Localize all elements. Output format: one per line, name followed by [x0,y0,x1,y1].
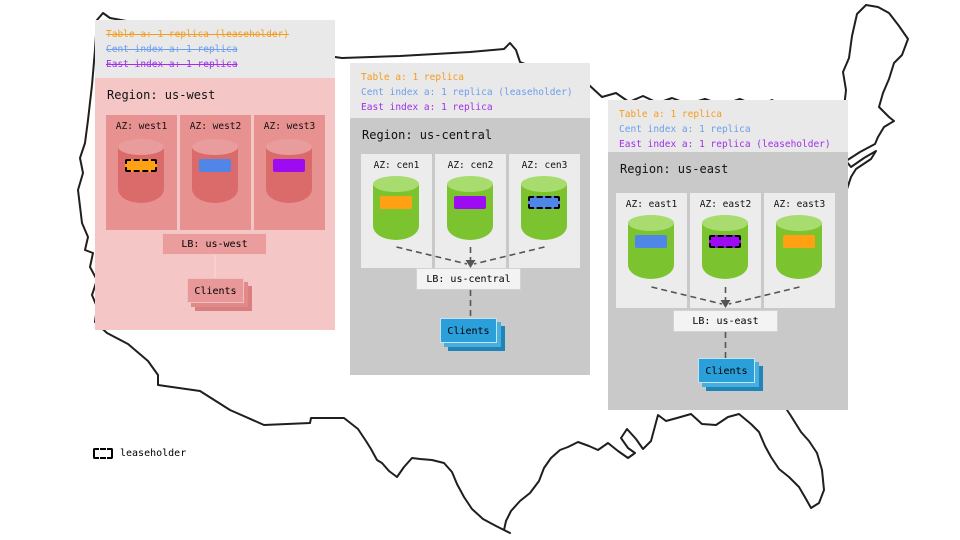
az-box-east1: AZ: east1 [616,193,687,308]
cylinder-top [373,176,419,192]
clients-box-us-east: Clients [698,358,755,383]
az-box-west1: AZ: west1 [106,115,177,230]
annotation-box-us-central: Table a: 1 replica Cent index a: 1 repli… [350,63,590,118]
replica-block [454,196,486,209]
cylinder-body [192,147,238,203]
replica-block [709,235,741,248]
annotation-line: Cent index a: 1 replica [619,124,751,135]
replica-block [635,235,667,248]
cylinder-body [447,184,493,240]
db-cylinder [702,215,748,279]
az-box-cen3: AZ: cen3 [509,154,580,268]
db-cylinder [373,176,419,240]
replica-block [273,159,305,172]
cylinder-body [702,223,748,279]
clients-box-us-central: Clients [440,318,497,343]
cylinder-body [266,147,312,203]
annotation-line: Cent index a: 1 replica (leaseholder) [361,87,573,98]
replica-block [783,235,815,248]
cylinder-body [521,184,567,240]
cylinder-body [373,184,419,240]
cylinder-top [628,215,674,231]
az-box-east3: AZ: east3 [764,193,835,308]
region-title: Region: us-west [107,88,216,102]
load-balancer-us-central: LB: us-central [416,268,521,290]
cylinder-top [266,139,312,155]
annotation-line: East index a: 1 replica (leaseholder) [619,139,831,150]
replica-block [528,196,560,209]
az-box-cen1: AZ: cen1 [361,154,432,268]
load-balancer-us-east: LB: us-east [673,310,778,332]
replica-block [125,159,157,172]
az-box-west2: AZ: west2 [180,115,251,230]
cylinder-top [118,139,164,155]
annotation-line: Cent index a: 1 replica [106,44,238,55]
annotation-box-us-east: Table a: 1 replica Cent index a: 1 repli… [608,100,848,152]
db-cylinder [521,176,567,240]
db-cylinder [266,139,312,203]
annotation-line: Table a: 1 replica [619,109,722,120]
annotation-line: Table a: 1 replica [361,72,464,83]
legend-label: leaseholder [120,448,187,459]
region-box-us-west: Region: us-west AZ: west1 AZ: west2 AZ: … [95,78,335,330]
db-cylinder [118,139,164,203]
az-label: AZ: cen3 [521,160,568,171]
db-cylinder [628,215,674,279]
cylinder-top [447,176,493,192]
az-label: AZ: west2 [189,121,242,132]
region-title: Region: us-east [620,162,729,176]
cylinder-top [521,176,567,192]
replica-block [380,196,412,209]
az-label: AZ: west1 [115,121,168,132]
cylinder-body [628,223,674,279]
az-label: AZ: east3 [773,199,826,210]
annotation-box-us-west: Table a: 1 replica (leaseholder) Cent in… [95,20,335,78]
az-box-cen2: AZ: cen2 [435,154,506,268]
legend: leaseholder [93,448,186,459]
az-label: AZ: east1 [625,199,678,210]
cylinder-top [192,139,238,155]
region-box-us-central: Region: us-central AZ: cen1 AZ: cen2 AZ:… [350,118,590,375]
annotation-line: East index a: 1 replica [361,102,493,113]
db-cylinder [447,176,493,240]
az-box-west3: AZ: west3 [254,115,325,230]
cylinder-body [118,147,164,203]
cylinder-top [776,215,822,231]
replica-block [199,159,231,172]
db-cylinder [776,215,822,279]
az-label: AZ: cen1 [373,160,420,171]
load-balancer-us-west: LB: us-west [162,233,267,255]
annotation-line: Table a: 1 replica (leaseholder) [106,29,290,40]
region-title: Region: us-central [362,128,493,142]
clients-box-us-west: Clients [187,278,244,303]
az-label: AZ: east2 [699,199,752,210]
leaseholder-dashed-box-icon [93,448,113,459]
region-box-us-east: Region: us-east AZ: east1 AZ: east2 AZ: … [608,152,848,410]
annotation-line: East index a: 1 replica [106,59,238,70]
az-label: AZ: cen2 [447,160,494,171]
az-label: AZ: west3 [263,121,316,132]
db-cylinder [192,139,238,203]
cylinder-body [776,223,822,279]
az-box-east2: AZ: east2 [690,193,761,308]
cylinder-top [702,215,748,231]
